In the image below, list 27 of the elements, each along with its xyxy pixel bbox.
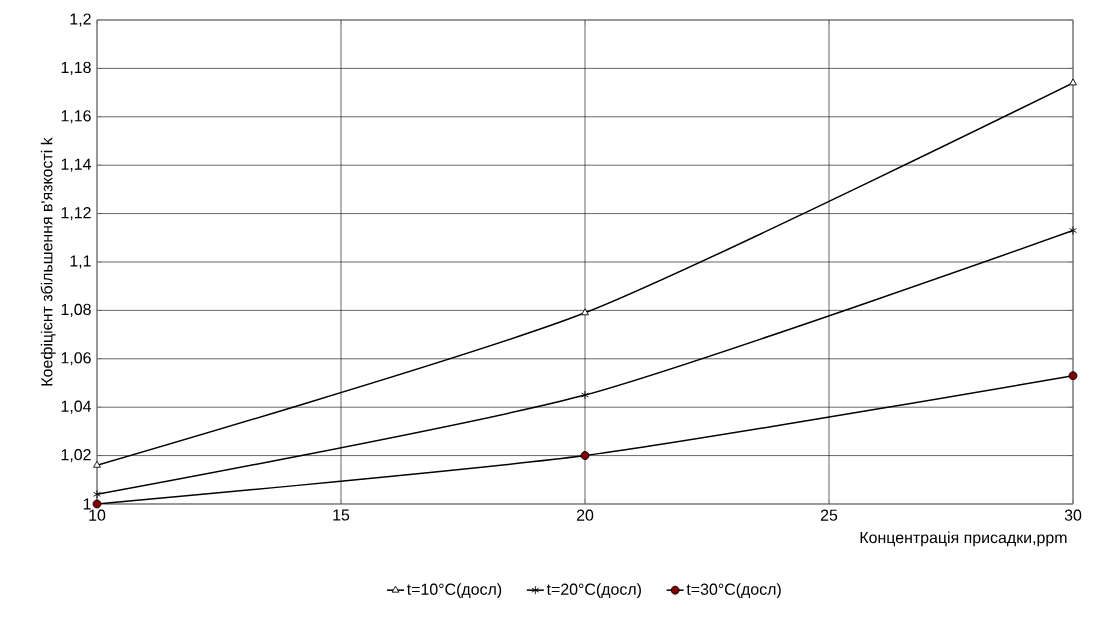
y-tick-label: 1,14 <box>61 158 92 172</box>
x-tick-label: 30 <box>1064 509 1082 521</box>
point <box>1068 371 1078 381</box>
y-tick-label: 1,2 <box>70 13 91 27</box>
x-tick-label: 20 <box>576 509 594 521</box>
y-tick-label: 1,12 <box>61 207 91 221</box>
legend-label: t=30°C(досл) <box>686 583 781 599</box>
y-tick-label: 1,06 <box>61 352 91 366</box>
y-tick-label: 1 <box>83 498 91 510</box>
point <box>1069 226 1077 235</box>
y-tick-label: 1,04 <box>61 400 92 414</box>
y-tick-label: 1,18 <box>61 61 91 75</box>
x-axis-title: Концентрація присадки,ppm <box>860 531 1067 547</box>
point <box>92 499 102 509</box>
x-tick-label: 10 <box>89 509 106 521</box>
y-tick-label: 1,1 <box>70 255 91 269</box>
legend-label: t=20°C(досл) <box>546 583 641 599</box>
legend-label: t=10°C(досл) <box>406 583 502 599</box>
point <box>581 390 589 400</box>
x-tick-label: 15 <box>333 509 350 521</box>
y-tick-label: 1,08 <box>61 303 91 317</box>
y-axis-title: Коефіцієнт збільшення в'язкості k <box>40 137 56 386</box>
point <box>580 451 590 461</box>
point <box>93 489 101 499</box>
y-tick-label: 1,02 <box>61 449 91 463</box>
y-tick-label: 1,16 <box>61 110 91 124</box>
x-tick-label: 25 <box>820 509 838 521</box>
